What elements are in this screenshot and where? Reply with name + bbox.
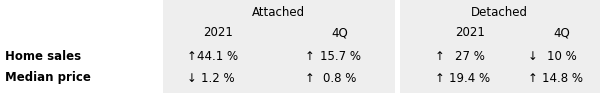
- Text: ↓: ↓: [528, 50, 538, 64]
- Bar: [163, 0, 395, 93]
- Text: ↑: ↑: [528, 72, 538, 85]
- Text: 14.8 %: 14.8 %: [542, 72, 583, 85]
- Text: ↓: ↓: [187, 72, 197, 85]
- Bar: [0, 0, 160, 93]
- Text: 4Q: 4Q: [332, 27, 349, 40]
- Text: 1.2 %: 1.2 %: [201, 72, 235, 85]
- Text: 2021: 2021: [203, 27, 233, 40]
- Text: 19.4 %: 19.4 %: [449, 72, 491, 85]
- Text: ↑: ↑: [305, 50, 315, 64]
- Bar: [400, 0, 600, 93]
- Text: 10 %: 10 %: [547, 50, 577, 64]
- Text: 4Q: 4Q: [554, 27, 571, 40]
- Text: ↑: ↑: [435, 72, 445, 85]
- Text: 27 %: 27 %: [455, 50, 485, 64]
- Text: 44.1 %: 44.1 %: [197, 50, 239, 64]
- Text: 15.7 %: 15.7 %: [320, 50, 361, 64]
- Text: 0.8 %: 0.8 %: [323, 72, 356, 85]
- Text: 2021: 2021: [455, 27, 485, 40]
- Text: Median price: Median price: [5, 72, 91, 85]
- Text: Attached: Attached: [251, 7, 305, 20]
- Text: ↑: ↑: [305, 72, 315, 85]
- Text: ↑: ↑: [435, 50, 445, 64]
- Bar: [395, 0, 400, 93]
- Text: Home sales: Home sales: [5, 50, 81, 64]
- Text: Detached: Detached: [470, 7, 527, 20]
- Text: ↑: ↑: [187, 50, 197, 64]
